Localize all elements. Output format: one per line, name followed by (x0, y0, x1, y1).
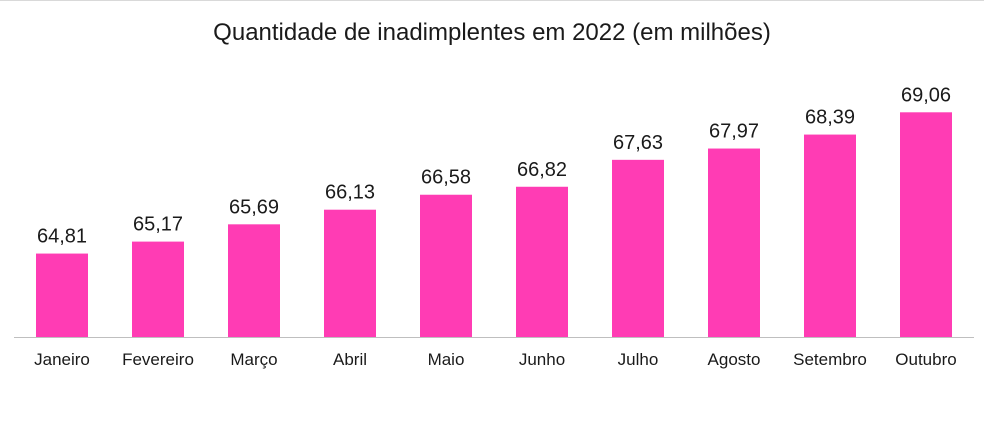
x-tick-label: Maio (428, 350, 465, 369)
x-tick-label: Abril (333, 350, 367, 369)
data-label: 64,81 (37, 226, 87, 248)
data-label: 68,39 (805, 107, 855, 129)
bar-setembro (804, 134, 856, 337)
bar-março (228, 224, 280, 337)
bar-janeiro (36, 253, 88, 337)
data-label: 65,17 (133, 214, 183, 236)
x-tick-label: Outubro (895, 350, 956, 369)
data-label: 66,58 (421, 167, 471, 189)
data-label: 69,06 (901, 84, 951, 106)
x-tick-label: Fevereiro (122, 350, 194, 369)
x-tick-label: Junho (519, 350, 565, 369)
data-label: 66,82 (517, 159, 567, 181)
bar-julho (612, 159, 664, 337)
bar-maio (420, 194, 472, 337)
bar-fevereiro (132, 241, 184, 337)
bar-agosto (708, 148, 760, 337)
x-tick-label: Janeiro (34, 350, 90, 369)
x-tick-label: Setembro (793, 350, 867, 369)
data-label: 65,69 (229, 196, 279, 218)
data-label: 66,13 (325, 182, 375, 204)
bar-outubro (900, 112, 952, 337)
bar-junho (516, 186, 568, 337)
bar-abril (324, 209, 376, 337)
data-label: 67,97 (709, 121, 759, 143)
chart-title: Quantidade de inadimplentes em 2022 (em … (213, 19, 771, 46)
x-tick-label: Agosto (708, 350, 761, 369)
x-tick-label: Julho (618, 350, 659, 369)
x-tick-label: Março (230, 350, 277, 369)
data-label: 67,63 (613, 132, 663, 154)
